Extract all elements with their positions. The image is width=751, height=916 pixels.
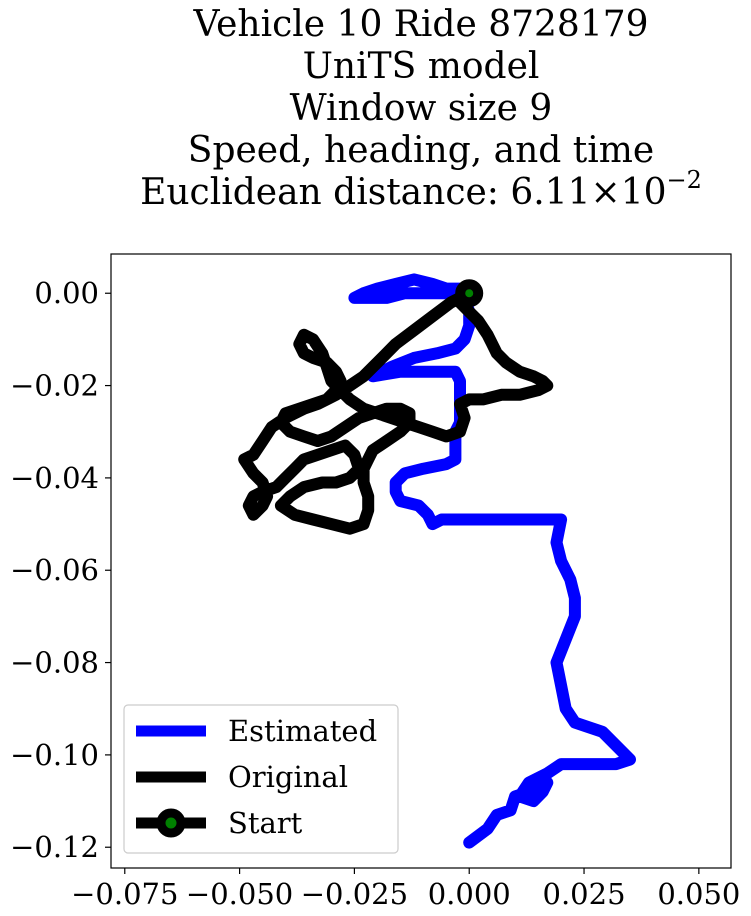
distance-times: × xyxy=(591,172,621,213)
title-line-3: Window size 9 xyxy=(290,88,553,129)
distance-mantissa: 6.11 xyxy=(510,172,590,213)
x-tick-label: −0.075 xyxy=(71,877,178,911)
y-tick-label: −0.04 xyxy=(10,461,99,495)
legend-label-estimated: Estimated xyxy=(228,714,377,748)
title-line-2: UniTS model xyxy=(303,46,540,87)
series-line-original xyxy=(238,287,554,535)
marker-layer xyxy=(455,279,484,308)
y-axis: 0.00 −0.02 −0.04 −0.06 −0.08 −0.10 −0.12 xyxy=(10,276,111,864)
legend-start-marker xyxy=(156,808,186,838)
legend: Estimated Original Start xyxy=(123,704,399,854)
distance-prefix: Euclidean distance: xyxy=(140,172,510,213)
chart-title: Vehicle 10 Ride 8728179 UniTS model Wind… xyxy=(140,4,702,213)
legend-label-start: Start xyxy=(228,806,303,840)
x-axis: −0.075 −0.050 −0.025 0.000 0.025 0.050 xyxy=(71,868,740,911)
y-tick-label: −0.08 xyxy=(10,646,99,680)
y-tick-label: 0.00 xyxy=(34,276,99,310)
plot-frame xyxy=(110,253,732,869)
title-line-4: Speed, heading, and time xyxy=(188,130,654,171)
x-tick-label: 0.000 xyxy=(428,877,511,911)
y-tick-label: −0.06 xyxy=(10,553,99,587)
x-tick-label: −0.050 xyxy=(186,877,293,911)
x-tick-label: 0.050 xyxy=(657,877,740,911)
legend-box xyxy=(123,704,399,854)
x-tick-label: −0.025 xyxy=(301,877,408,911)
distance-exponent: −2 xyxy=(667,166,702,194)
legend-label-original: Original xyxy=(228,760,348,794)
series-line-estimated xyxy=(348,273,636,849)
title-line-5: Euclidean distance: 6.11×10−2 xyxy=(140,166,702,213)
distance-base: 10 xyxy=(621,172,667,213)
y-tick-label: −0.10 xyxy=(10,738,99,772)
start-marker xyxy=(455,279,484,308)
series-layer xyxy=(238,273,636,849)
y-tick-label: −0.02 xyxy=(10,369,99,403)
title-line-1: Vehicle 10 Ride 8728179 xyxy=(192,4,648,45)
x-tick-label: 0.025 xyxy=(543,877,626,911)
y-tick-label: −0.12 xyxy=(10,830,99,864)
